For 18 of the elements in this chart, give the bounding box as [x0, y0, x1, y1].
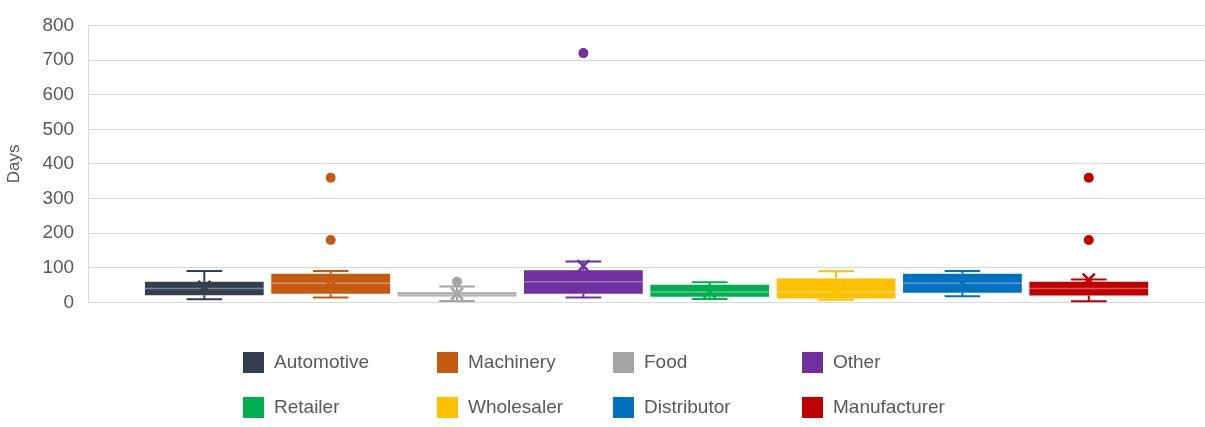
y-tick-label: 700 [42, 48, 75, 70]
y-tick-label: 100 [42, 256, 75, 278]
legend-label: Distributor [644, 396, 731, 418]
legend-label: Automotive [274, 351, 370, 373]
legend-label: Food [644, 351, 688, 373]
y-tick-label: 800 [42, 13, 75, 35]
legend-label: Other [833, 351, 881, 373]
y-tick-label: 200 [42, 221, 75, 243]
y-tick-label: 300 [42, 186, 75, 208]
y-tick-label: 0 [63, 290, 75, 312]
legend-label: Wholesaler [468, 396, 564, 418]
y-axis-title: Days [3, 144, 23, 184]
legend-label: Manufacturer [833, 396, 945, 418]
legend-label: Retailer [274, 396, 340, 418]
y-tick-label: 500 [42, 117, 75, 139]
y-tick-label: 400 [42, 152, 75, 174]
legend-label: Machinery [468, 351, 556, 373]
y-tick-label: 600 [42, 82, 75, 104]
